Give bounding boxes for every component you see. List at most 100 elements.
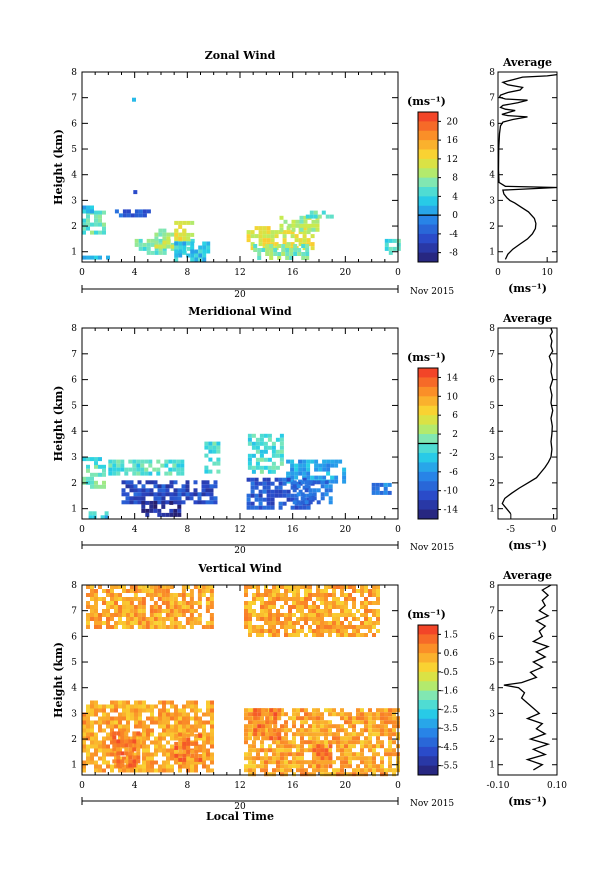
- heatmap-cell: [161, 500, 166, 505]
- heatmap-cell: [280, 597, 284, 601]
- heatmap-cell: [352, 740, 356, 745]
- colorbar-band: [418, 671, 438, 682]
- heatmap-cell: [312, 756, 317, 761]
- heatmap-cell: [277, 252, 282, 256]
- heatmap-cell: [312, 752, 316, 757]
- heatmap-cell: [320, 764, 324, 769]
- heatmap-cell: [276, 589, 280, 593]
- heatmap-cell: [193, 480, 198, 485]
- heatmap-cell: [189, 605, 194, 609]
- heatmap-cell: [209, 613, 214, 617]
- heatmap-cell: [86, 214, 90, 219]
- heatmap-cell: [296, 633, 300, 637]
- heatmap-cell: [110, 728, 114, 733]
- heatmap-cell: [142, 744, 146, 749]
- heatmap-cell: [142, 708, 146, 713]
- x-tick-label: -0.10: [486, 781, 509, 791]
- heatmap-cell: [252, 744, 256, 749]
- heatmap-cell: [248, 621, 252, 625]
- heatmap-cell: [257, 708, 262, 713]
- heatmap-cell: [173, 605, 178, 609]
- heatmap-cell: [190, 253, 195, 258]
- heatmap-cell: [250, 246, 255, 251]
- heatmap-cell: [120, 739, 125, 744]
- heatmap-cell: [166, 756, 170, 761]
- heatmap-cell: [166, 752, 170, 757]
- heatmap-cell: [364, 756, 368, 761]
- heatmap-cell: [301, 244, 306, 248]
- heatmap-cell: [202, 736, 206, 741]
- heatmap-cell: [298, 505, 303, 510]
- heatmap-cell: [253, 732, 258, 737]
- heatmap-cell: [86, 613, 90, 617]
- heatmap-cell: [122, 700, 126, 705]
- heatmap-cell: [128, 763, 133, 768]
- heatmap-cell: [90, 585, 94, 589]
- heatmap-cell: [174, 708, 178, 713]
- heatmap-cell: [376, 613, 380, 617]
- heatmap-cell: [266, 485, 271, 490]
- y-tick-label: 1: [489, 505, 495, 515]
- heatmap-cell: [194, 712, 198, 717]
- heatmap-cell: [284, 613, 288, 617]
- heatmap-cell: [291, 223, 296, 228]
- heatmap-frame: [81, 327, 399, 520]
- heatmap-cell: [116, 763, 121, 768]
- heatmap-cells: [82, 585, 400, 777]
- x-tick-label: 16: [287, 525, 299, 535]
- y-tick-label: 5: [489, 401, 495, 411]
- heatmap-cell: [290, 230, 295, 235]
- heatmap-cell: [304, 708, 308, 713]
- heatmap-cell: [102, 230, 106, 235]
- heatmap-cell: [254, 493, 259, 498]
- heatmap-cell: [312, 617, 316, 621]
- heatmap-cell: [344, 744, 348, 749]
- heatmap-cell: [157, 605, 162, 609]
- heatmap-cell: [312, 712, 316, 717]
- y-tick-label: 5: [489, 658, 495, 668]
- heatmap-cell: [342, 479, 347, 484]
- heatmap-cell: [106, 732, 110, 737]
- heatmap-cell: [126, 621, 130, 625]
- heatmap-cell: [324, 756, 329, 761]
- heatmap-cell: [208, 469, 213, 474]
- heatmap-cell: [296, 748, 300, 753]
- heatmap-cell: [129, 625, 134, 629]
- heatmap-cell: [284, 772, 288, 777]
- heatmap-cell: [368, 756, 372, 761]
- heatmap-cell: [352, 768, 356, 773]
- heatmap-cell: [372, 724, 376, 729]
- heatmap-cell: [279, 449, 284, 454]
- heatmap-cell: [310, 234, 315, 239]
- heatmap-cell: [126, 764, 130, 769]
- heatmap-cell: [102, 712, 106, 717]
- heatmap-cell: [356, 720, 360, 725]
- heatmap-cell: [138, 708, 142, 713]
- heatmap-cell: [154, 752, 158, 757]
- heatmap-cell: [94, 589, 98, 593]
- heatmap-cell: [375, 490, 380, 495]
- heatmap-cell: [206, 245, 211, 250]
- heatmap-cell: [204, 445, 209, 450]
- heatmap-cell: [392, 712, 396, 717]
- heatmap-cell: [262, 505, 267, 510]
- heatmap-cell: [114, 625, 118, 629]
- heatmap-cell: [94, 720, 98, 725]
- heatmap-cell: [82, 732, 86, 737]
- heatmap-cell: [316, 752, 321, 757]
- heatmap-cell: [198, 748, 202, 753]
- heatmap-cell: [106, 589, 110, 593]
- heatmap-cell: [284, 621, 288, 625]
- x-tick-label: 4: [132, 781, 138, 791]
- heatmap-cell: [272, 601, 276, 605]
- heatmap-cell: [161, 609, 166, 613]
- heatmap-cell: [348, 593, 352, 597]
- heatmap-cell: [344, 605, 348, 609]
- heatmap-cell: [106, 601, 110, 605]
- heatmap-cell: [162, 736, 166, 741]
- heatmap-cell: [129, 484, 134, 489]
- heatmap-cell: [177, 621, 182, 625]
- x-tick-label: 0: [79, 525, 85, 535]
- heatmap-cell: [86, 209, 90, 214]
- heatmap-cell: [348, 772, 352, 777]
